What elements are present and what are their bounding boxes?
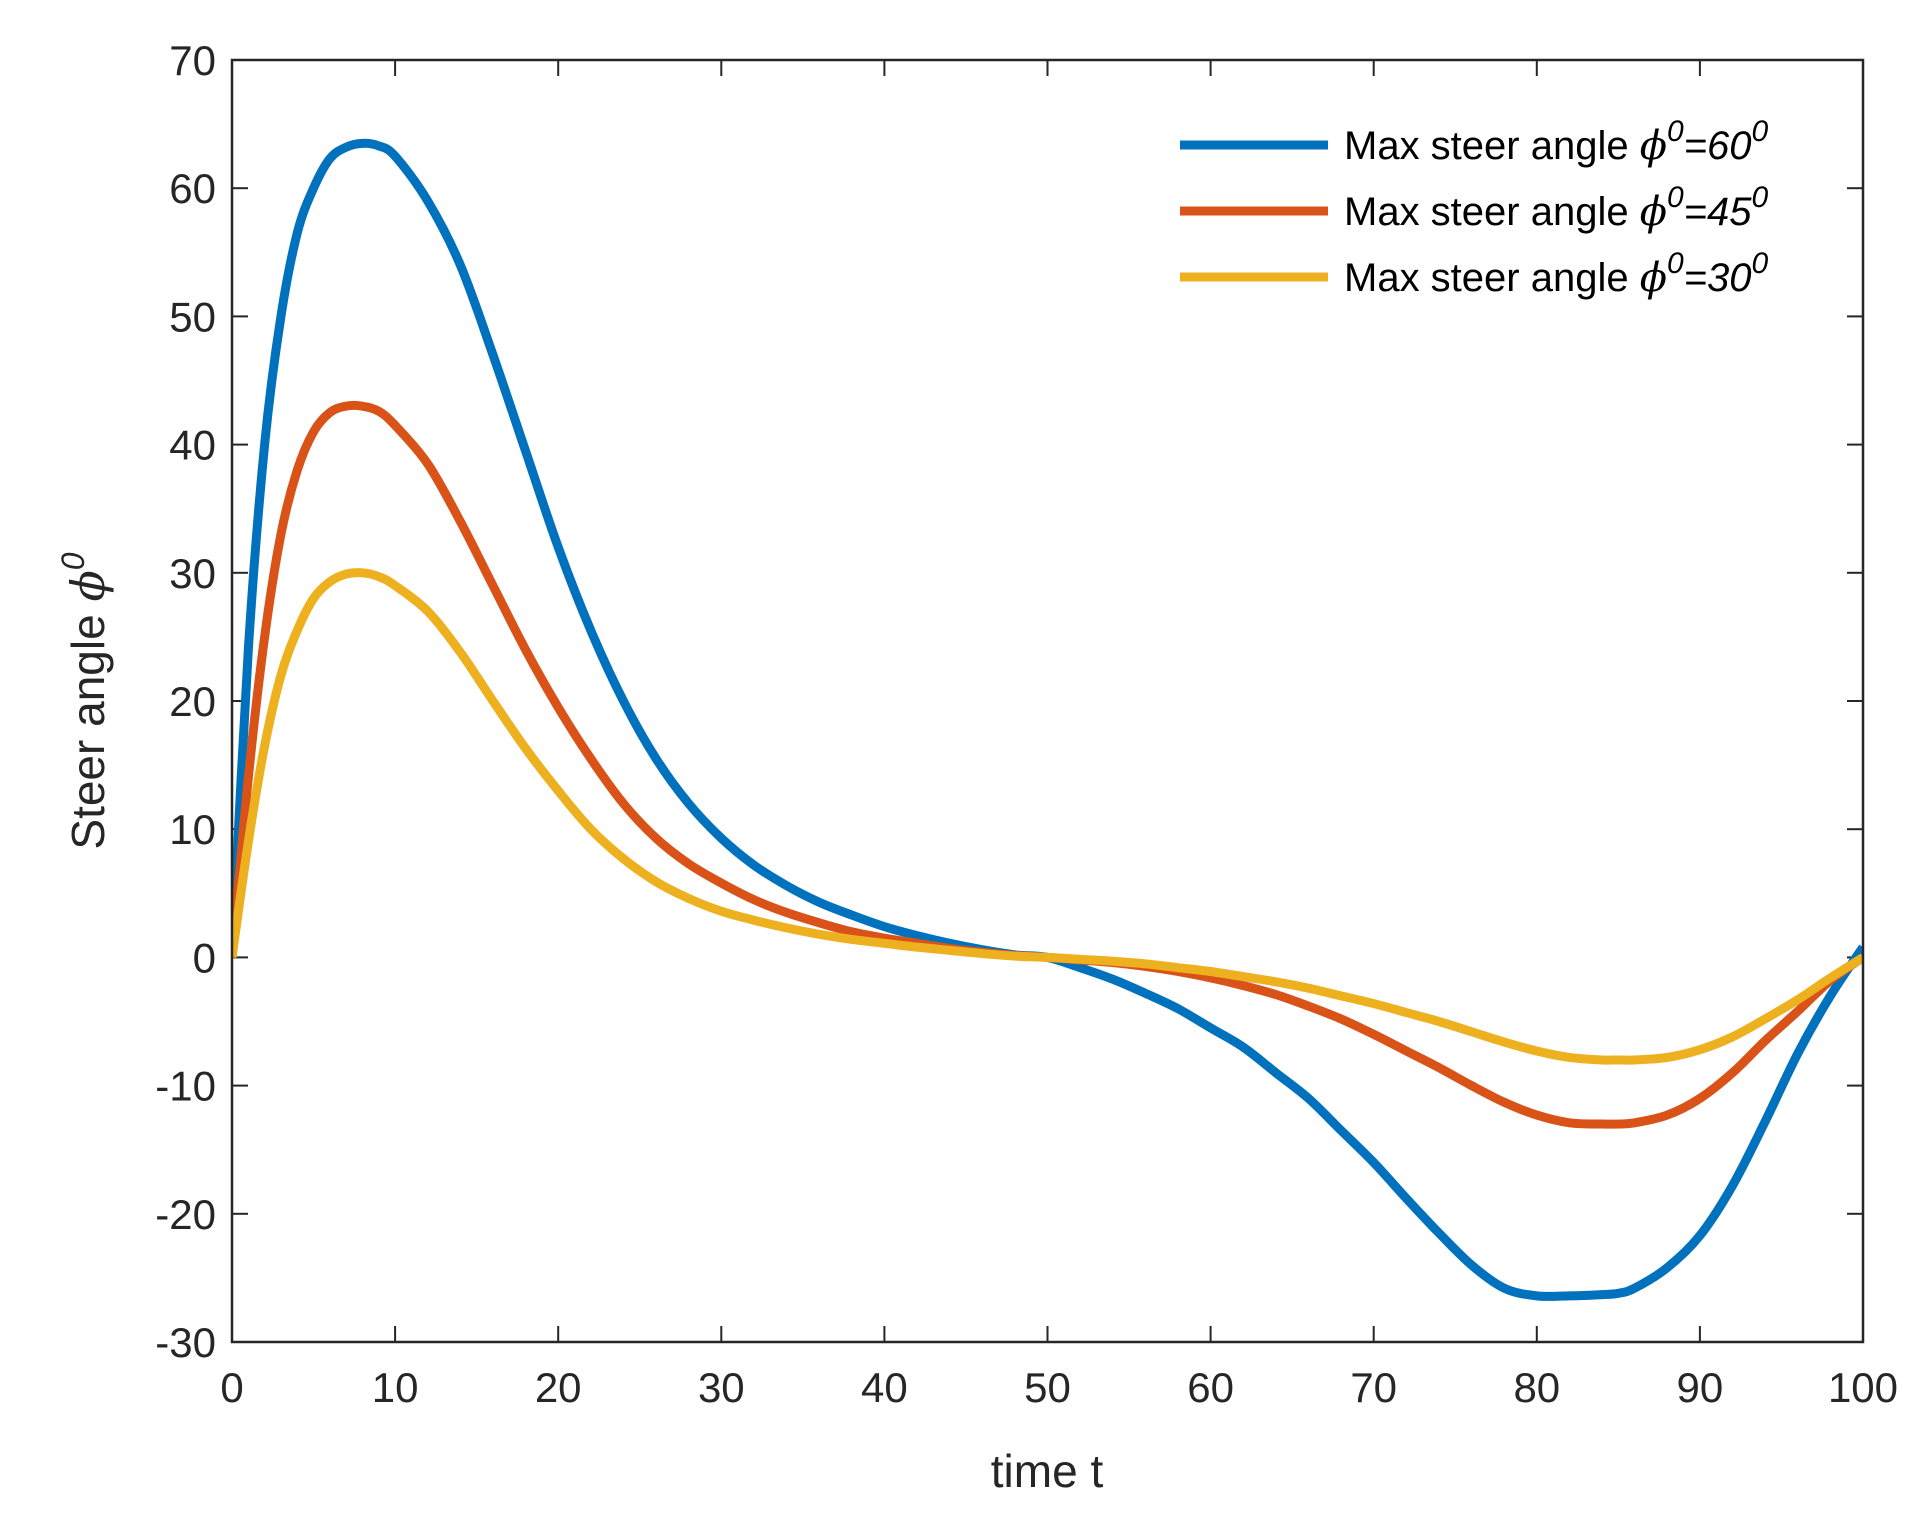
x-tick-label: 40 — [861, 1364, 908, 1411]
x-tick-label: 100 — [1828, 1364, 1898, 1411]
legend-entry-value-sup: 0 — [1752, 181, 1769, 214]
series-line-1 — [232, 138, 1863, 1301]
legend-entry-symbol-sup: 0 — [1667, 247, 1684, 280]
y-axis-title-symbol: ϕ — [61, 570, 115, 601]
x-tick-label: 20 — [535, 1364, 582, 1411]
x-tick-label: 90 — [1677, 1364, 1724, 1411]
series-line-3 — [232, 568, 1863, 1065]
axes-box — [230, 58, 1865, 1344]
tick-labels: 0 10 20 30 40 50 60 70 80 90 100 -30 -20 -10 0 10 20 30 40… — [155, 37, 1898, 1411]
legend-entry-prefix: Max steer angle — [1344, 256, 1640, 300]
legend-entry-prefix: Max steer angle — [1344, 190, 1640, 234]
legend-entry-prefix: Max steer angle — [1344, 124, 1640, 168]
legend-entry-2: Max steer angle ϕ0=450 — [1344, 181, 1769, 235]
y-tick-label: 40 — [169, 422, 216, 469]
legend-entry-symbol: ϕ — [1640, 189, 1667, 235]
y-tick-label: -20 — [155, 1191, 216, 1238]
y-axis-title: Steer angle ϕ0 — [55, 552, 115, 849]
y-tick-label: 0 — [193, 934, 216, 981]
x-tick-label: 10 — [372, 1364, 419, 1411]
y-tick-label: 20 — [169, 678, 216, 725]
legend-entry-3: Max steer angle ϕ0=300 — [1344, 247, 1769, 301]
y-tick-label: 70 — [169, 37, 216, 84]
legend-entry-symbol: ϕ — [1640, 255, 1667, 301]
y-axis-title-superscript: 0 — [55, 552, 91, 570]
y-tick-label: 50 — [169, 293, 216, 340]
legend-entry-value-sup: 0 — [1752, 115, 1769, 148]
y-tick-label: 60 — [169, 165, 216, 212]
x-tick-label: 30 — [698, 1364, 745, 1411]
x-tick-label: 60 — [1187, 1364, 1234, 1411]
y-tick-label: -30 — [155, 1319, 216, 1366]
y-tick-label: 10 — [169, 806, 216, 853]
legend-entry-value: =30 — [1684, 256, 1752, 300]
y-axis-title-text: Steer angle — [62, 602, 114, 850]
legend-entry-1: Max steer angle ϕ0=600 — [1344, 115, 1769, 169]
x-tick-label: 80 — [1513, 1364, 1560, 1411]
legend-entry-value: =60 — [1684, 124, 1752, 168]
legend-entry-value: =45 — [1684, 190, 1753, 234]
legend-entry-symbol: ϕ — [1640, 123, 1667, 169]
legend-entry-symbol-sup: 0 — [1667, 115, 1684, 148]
legend-entry-symbol-sup: 0 — [1667, 181, 1684, 214]
x-tick-label: 70 — [1350, 1364, 1397, 1411]
x-tick-label: 0 — [220, 1364, 243, 1411]
plot-lines — [232, 138, 1863, 1301]
y-tick-label: -10 — [155, 1063, 216, 1110]
x-axis-title: time t — [991, 1445, 1104, 1497]
y-tick-label: 30 — [169, 550, 216, 597]
legend-entry-value-sup: 0 — [1752, 247, 1769, 280]
x-tick-label: 50 — [1024, 1364, 1071, 1411]
